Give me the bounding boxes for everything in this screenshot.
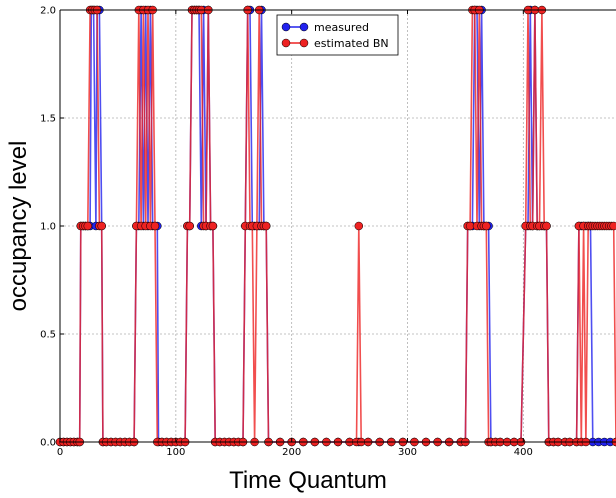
data-point: [185, 221, 194, 231]
x-tick-label: 400: [514, 447, 533, 458]
data-point: [609, 221, 616, 231]
legend-swatch-marker: [281, 38, 291, 48]
legend-box: [276, 14, 399, 56]
x-tick-label: 100: [166, 447, 185, 458]
data-point: [261, 221, 271, 231]
data-point: [208, 221, 218, 231]
data-point: [150, 221, 160, 231]
y-tick-label: 1.0: [40, 222, 56, 233]
data-point: [97, 221, 106, 231]
data-point: [482, 221, 491, 231]
x-tick-label: 0: [57, 447, 63, 458]
legend: measured estimated BN: [276, 14, 399, 56]
data-point: [83, 221, 93, 231]
legend-label: estimated BN: [314, 37, 389, 50]
tick-labels: 0 100 200 300 400 0.0 0.5 1.0 1.5 2.0: [40, 6, 533, 459]
y-tick-label: 0.5: [40, 330, 56, 341]
x-axis-title: Time Quantum: [229, 467, 387, 494]
legend-swatch-marker: [281, 22, 291, 32]
legend-label: measured: [314, 21, 369, 34]
x-tick-label: 300: [398, 447, 417, 458]
y-axis-title: occupancy level: [5, 141, 32, 312]
data-point: [354, 221, 364, 231]
data-point: [542, 221, 551, 231]
x-tick-label: 200: [282, 447, 301, 458]
legend-swatch-marker: [299, 38, 309, 48]
y-tick-label: 1.5: [40, 114, 56, 125]
y-tick-label: 2.0: [40, 6, 56, 17]
y-tick-label: 0.0: [40, 438, 56, 449]
legend-swatch-marker: [299, 22, 309, 32]
axes: [59, 9, 616, 443]
